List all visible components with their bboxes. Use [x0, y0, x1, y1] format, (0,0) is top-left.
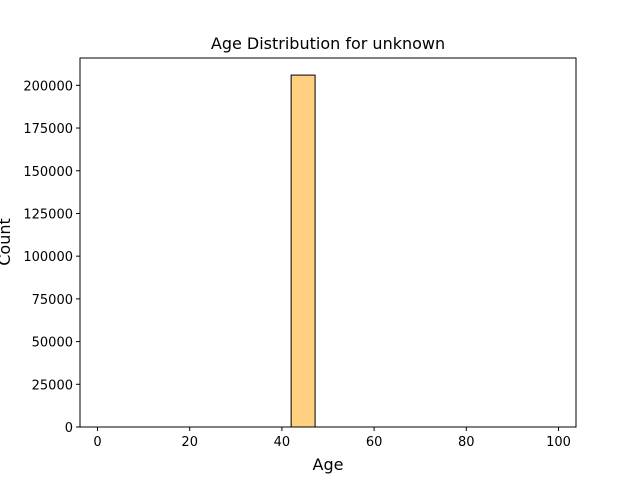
x-tick-label: 100 [546, 435, 571, 450]
y-axis-label: Count [0, 218, 14, 266]
x-axis-label: Age [313, 455, 344, 474]
y-tick-label: 50000 [32, 336, 73, 351]
y-tick-label: 175000 [23, 122, 73, 137]
x-tick-label: 80 [458, 435, 475, 450]
x-tick-label: 20 [181, 435, 198, 450]
y-tick-label: 200000 [23, 79, 73, 94]
plot-area [290, 74, 316, 428]
y-tick-label: 125000 [23, 207, 73, 222]
y-tick-label: 150000 [23, 165, 73, 180]
y-axis: 0 25000 50000 75000 100000 125000 150000 175000… [23, 79, 80, 436]
y-tick-label: 25000 [32, 378, 73, 393]
chart-title: Age Distribution for unknown [211, 34, 445, 53]
histogram-bar [290, 74, 316, 428]
x-tick-label: 60 [366, 435, 383, 450]
x-axis: 0 20 40 60 80 100 [93, 427, 571, 450]
x-tick-label: 40 [274, 435, 291, 450]
y-tick-label: 75000 [32, 293, 73, 308]
x-tick-label: 0 [93, 435, 101, 450]
y-tick-label: 100000 [23, 250, 73, 265]
plot-frame [79, 57, 577, 428]
y-tick-label: 0 [65, 421, 73, 436]
